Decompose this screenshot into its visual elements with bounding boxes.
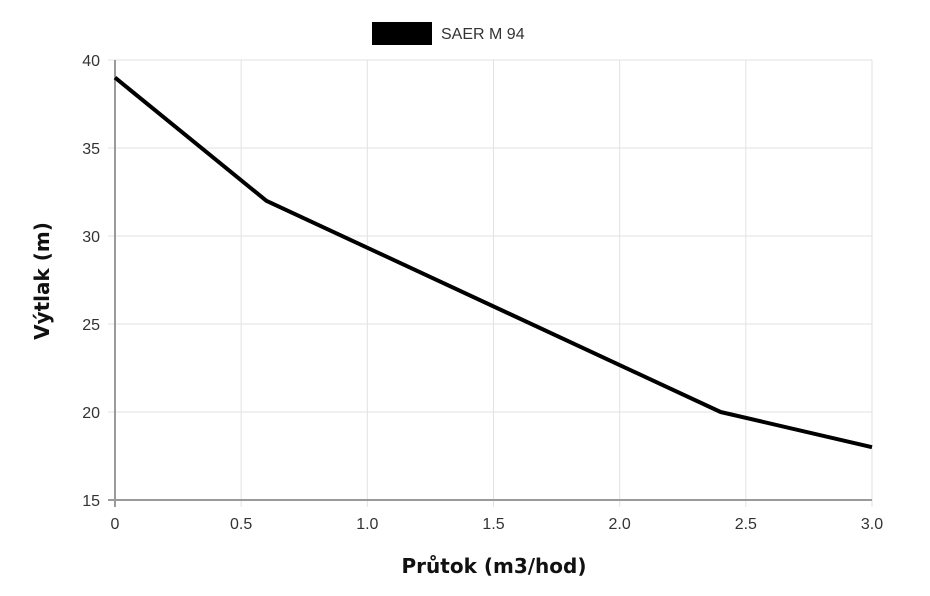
y-tick-label: 30 bbox=[82, 229, 100, 246]
legend-label: SAER M 94 bbox=[441, 26, 525, 43]
x-tick-label: 0 bbox=[111, 516, 120, 533]
x-tick-label: 2.0 bbox=[609, 516, 631, 533]
x-tick-label: 1.5 bbox=[482, 516, 504, 533]
series bbox=[113, 76, 873, 450]
legend-swatch bbox=[372, 22, 432, 45]
y-tick-label: 20 bbox=[82, 405, 100, 422]
y-tick-label: 15 bbox=[82, 493, 100, 510]
y-tick-label: 40 bbox=[82, 53, 100, 70]
grid bbox=[108, 59, 873, 507]
x-tick-label: 1.0 bbox=[356, 516, 378, 533]
x-tick-label: 0.5 bbox=[230, 516, 252, 533]
x-axis-title: Průtok (m3/hod) bbox=[402, 554, 587, 578]
y-tick-label: 25 bbox=[82, 317, 100, 334]
axes bbox=[108, 60, 872, 507]
x-tick-labels: 0 0.5 1.0 1.5 2.0 2.5 3.0 bbox=[111, 516, 884, 533]
series-line bbox=[113, 76, 873, 450]
x-tick-label: 3.0 bbox=[861, 516, 883, 533]
y-tick-label: 35 bbox=[82, 141, 100, 158]
legend[interactable]: SAER M 94 bbox=[372, 22, 525, 45]
y-tick-labels: 15 20 25 30 35 40 bbox=[82, 53, 100, 510]
y-axis-title: Výtlak (m) bbox=[30, 222, 54, 340]
x-tick-label: 2.5 bbox=[735, 516, 757, 533]
